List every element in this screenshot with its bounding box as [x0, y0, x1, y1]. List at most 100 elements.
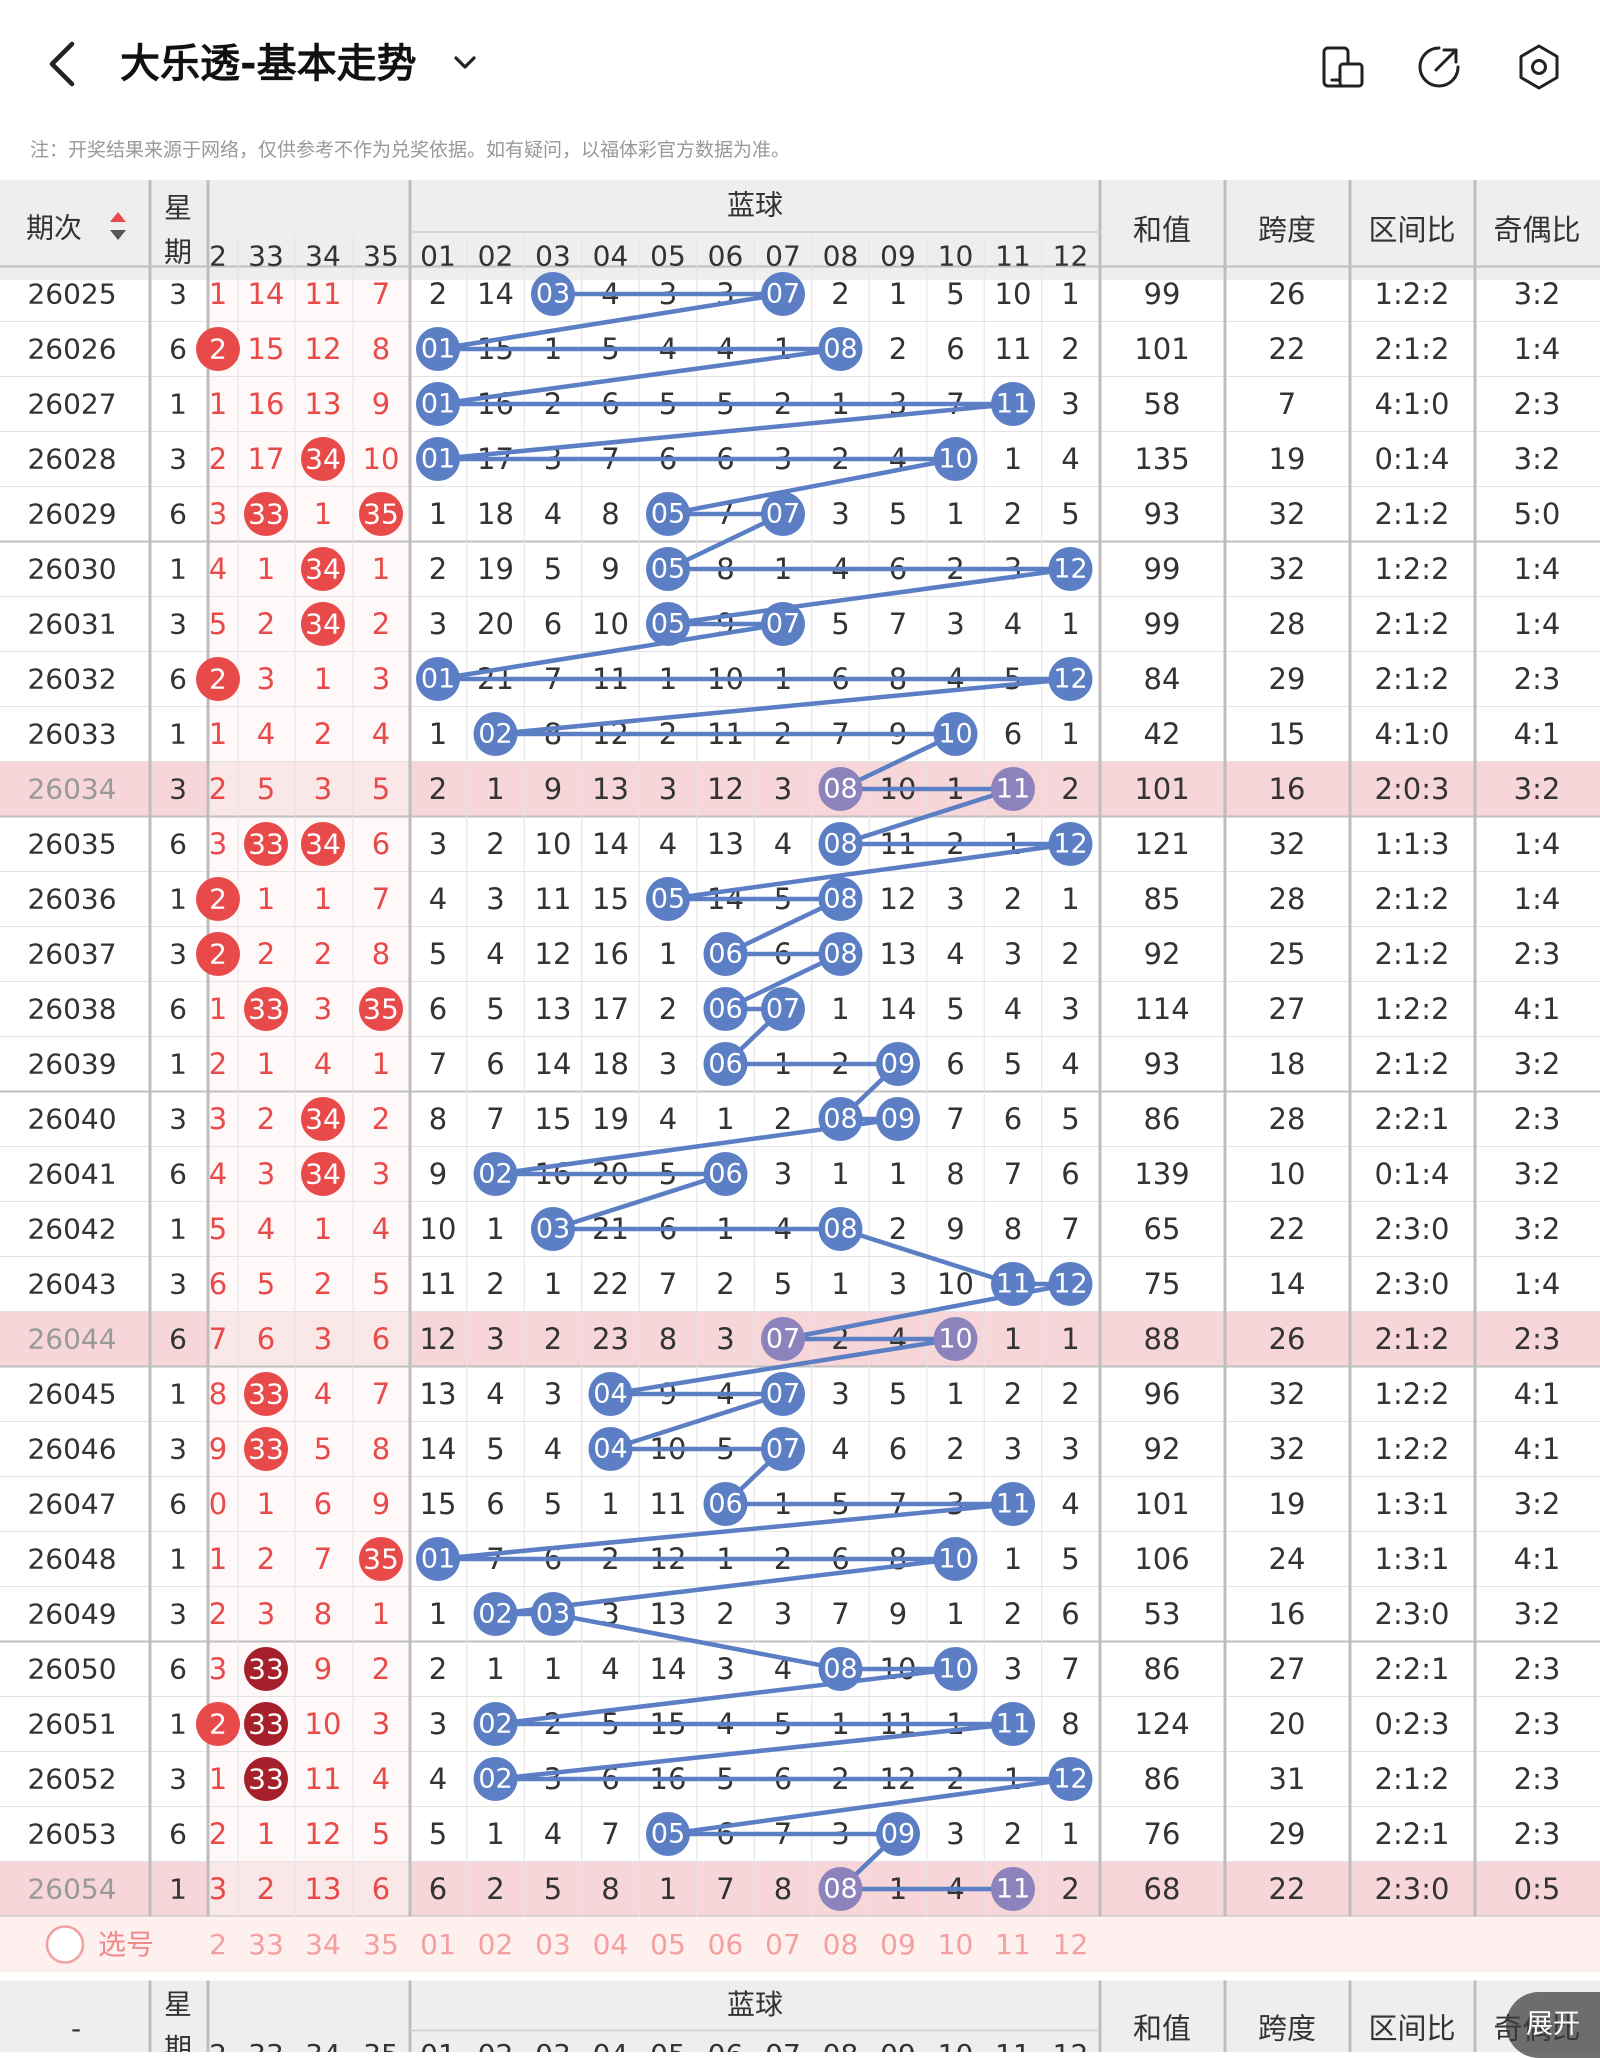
settings-icon[interactable]	[1514, 42, 1564, 92]
pick-blue-number[interactable]: 01	[420, 1928, 456, 1961]
pick-blue-number[interactable]: 07	[765, 1928, 801, 1961]
odd-even-ratio: 4:1	[1514, 1377, 1561, 1411]
table-header-bg	[0, 180, 1600, 280]
blue-col-header: 02	[478, 240, 514, 273]
share-icon[interactable]	[1414, 42, 1464, 92]
odd-even-ratio: 5:0	[1514, 497, 1561, 531]
pick-front-number[interactable]: 34	[305, 1928, 341, 1961]
blue-ball-circle	[818, 327, 863, 371]
front-value: 1	[372, 1047, 390, 1081]
blue-missing-value: 5	[946, 277, 964, 311]
front-ball-number: 34	[305, 608, 341, 641]
pick-front-number[interactable]: 2	[209, 1928, 227, 1961]
blue-missing-value: 4	[544, 1817, 562, 1851]
blue-missing-value: 4	[544, 497, 562, 531]
chevron-down-icon[interactable]	[448, 46, 482, 80]
sum-value: 101	[1134, 332, 1189, 366]
zone-ratio: 2:2:1	[1375, 1652, 1450, 1686]
stat-col-header: 和值	[1133, 2012, 1191, 2046]
page-title[interactable]: 大乐透-基本走势	[120, 41, 417, 87]
front-value: 14	[248, 277, 285, 311]
pick-blue-number[interactable]: 06	[708, 1928, 744, 1961]
blue-ball-number: 10	[938, 1654, 972, 1685]
blue-ball-circle	[588, 1372, 633, 1416]
front-ball: 33	[244, 987, 288, 1031]
table-row[interactable]: 26043365251121227251310111275142:3:01:4	[27, 1267, 1560, 1301]
blue-missing-value: 4	[601, 1652, 619, 1686]
pick-blue-number[interactable]: 11	[995, 1928, 1031, 1961]
front-ball-circle	[196, 877, 240, 921]
table-row[interactable]: 260361211743111505145081232185282:1:21:4	[27, 882, 1560, 916]
blue-missing-value: 6	[544, 607, 562, 641]
pick-front-number[interactable]: 35	[363, 1928, 399, 1961]
pick-blue-number[interactable]: 04	[593, 1928, 629, 1961]
front-value: 1	[257, 1047, 275, 1081]
blue-ball-number: 06	[708, 1049, 742, 1080]
span-value: 7	[1278, 387, 1296, 421]
blue-missing-value: 1	[486, 1817, 504, 1851]
sort-arrows-icon[interactable]	[110, 212, 126, 240]
blue-missing-value: 5	[544, 1487, 562, 1521]
odd-even-ratio: 3:2	[1514, 1047, 1561, 1081]
weekday: 1	[169, 718, 187, 751]
front-value: 16	[248, 387, 285, 421]
table-row[interactable]: 2604215414101032161408298765222:3:03:2	[27, 1212, 1560, 1246]
issue-number: 26042	[27, 1213, 116, 1246]
blue-ball-circle	[818, 877, 863, 921]
blue-missing-value: 6	[1061, 1157, 1079, 1191]
blue-col-header: 10	[938, 2038, 974, 2052]
blue-missing-value: 5	[429, 937, 447, 971]
table-row[interactable]: 26050633392211414340810103786272:2:12:3	[27, 1652, 1560, 1686]
blue-ball: 08	[818, 877, 863, 921]
pick-blue-number[interactable]: 09	[880, 1928, 916, 1961]
front-value: 2	[257, 1102, 275, 1136]
back-arrow-icon[interactable]	[40, 36, 84, 92]
pick-blue-number[interactable]: 02	[478, 1928, 514, 1961]
pick-blue-number[interactable]: 03	[535, 1928, 571, 1961]
pick-blue-number[interactable]: 10	[938, 1928, 974, 1961]
front-col-header: 35	[363, 2038, 399, 2052]
blue-ball-number: 12	[1053, 664, 1087, 695]
pick-radio-icon[interactable]	[45, 1925, 85, 1964]
blue-missing-value: 18	[592, 1047, 629, 1081]
blue-ball-circle	[416, 1537, 460, 1581]
blue-ball-circle	[818, 1207, 863, 1251]
expand-button[interactable]: 展开	[1506, 1992, 1600, 2058]
table-row[interactable]: 2603912141761418306120965493182:1:23:2	[27, 1047, 1560, 1081]
blue-col-header: 12	[1053, 240, 1089, 273]
front-value: 4	[209, 552, 227, 586]
blue-ball-number: 05	[651, 1819, 685, 1850]
span-value: 18	[1269, 1047, 1306, 1081]
table-row[interactable]: 26040332342871519412080976586282:2:12:3	[27, 1102, 1560, 1136]
blue-missing-value: 19	[592, 1102, 629, 1136]
pick-blue-number[interactable]: 05	[650, 1928, 686, 1961]
pick-label[interactable]: 选号	[98, 1928, 154, 1961]
blue-missing-value: 3	[889, 1267, 907, 1301]
sum-value: 53	[1144, 1597, 1181, 1631]
table-row[interactable]: 2604518334713430494073512296321:2:24:1	[27, 1377, 1560, 1411]
blue-missing-value: 4	[774, 827, 792, 861]
odd-even-ratio: 4:1	[1514, 1542, 1561, 1576]
blue-missing-value: 5	[831, 607, 849, 641]
blue-ball-number: 03	[536, 1599, 570, 1630]
blue-missing-value: 3	[544, 1377, 562, 1411]
span-value: 32	[1269, 497, 1306, 531]
pick-front-number[interactable]: 33	[248, 1928, 284, 1961]
blue-ball-number: 11	[996, 774, 1030, 805]
blue-missing-value: 9	[946, 1212, 964, 1246]
sort-up-icon[interactable]	[110, 212, 126, 222]
blue-ball: 08	[818, 767, 863, 811]
table-row[interactable]: 260416433439021620506311876139100:1:43:2	[27, 1157, 1560, 1191]
blue-ball-circle	[703, 1042, 748, 1086]
front-value: 7	[314, 1542, 332, 1576]
table-row[interactable]: 260493238110203313237912653162:3:03:2	[27, 1597, 1560, 1631]
span-value: 19	[1269, 442, 1306, 476]
sum-value: 114	[1134, 992, 1189, 1026]
pick-blue-number[interactable]: 08	[823, 1928, 859, 1961]
pick-blue-number[interactable]: 12	[1053, 1928, 1089, 1961]
phone-layout-icon[interactable]	[1318, 42, 1368, 92]
blue-missing-value: 6	[889, 1432, 907, 1466]
sort-down-icon[interactable]	[110, 230, 126, 240]
sum-value: 88	[1144, 1322, 1181, 1356]
blue-col-header: 08	[823, 240, 859, 273]
